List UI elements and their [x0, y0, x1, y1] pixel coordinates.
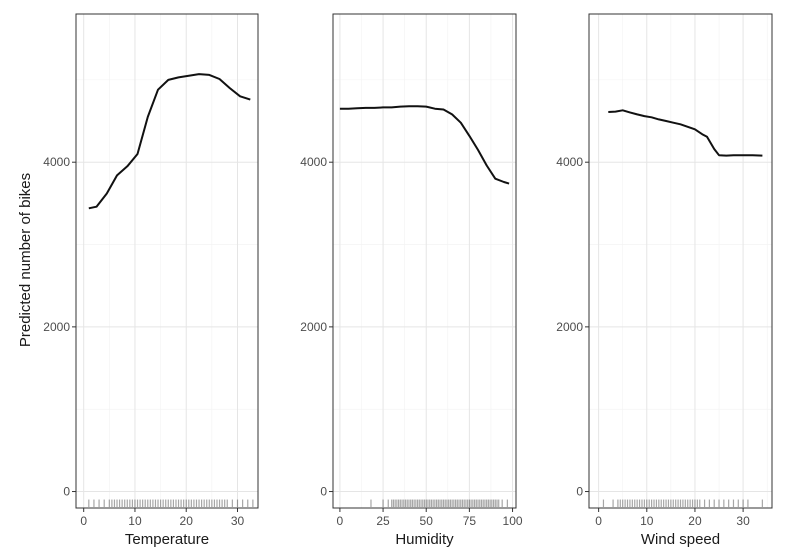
panel-border	[332, 13, 517, 509]
pdp-line	[608, 109, 763, 157]
x-axis-title: Humidity	[395, 531, 454, 548]
x-tick-label: 20	[688, 514, 702, 528]
y-tick-label: 2000	[300, 320, 327, 334]
x-tick-label: 25	[376, 514, 390, 528]
x-tick-label: 30	[231, 514, 245, 528]
y-tick-label: 2000	[556, 320, 583, 334]
x-axis-title: Temperature	[125, 531, 209, 548]
panel-background	[333, 14, 516, 508]
x-tick-label: 0	[595, 514, 602, 528]
x-tick-label: 10	[128, 514, 142, 528]
panel-background	[76, 14, 258, 508]
pdp-line	[88, 73, 251, 210]
x-tick-label: 75	[463, 514, 477, 528]
pdp-line	[339, 105, 510, 185]
panel-3: 0 2000 4000 0 10 20 30 Wind speed	[556, 13, 773, 548]
panel-2: 0 2000 4000 0 25 50 75 100 Humidity	[300, 13, 523, 548]
x-axis-title: Wind speed	[641, 531, 720, 548]
panel-background	[589, 14, 772, 508]
panel-1: 0 2000 4000 0 10 20 30 Temperature	[43, 13, 259, 548]
y-tick-label: 0	[63, 485, 70, 499]
panel-border	[75, 13, 259, 509]
y-tick-label: 0	[320, 485, 327, 499]
x-tick-label: 50	[420, 514, 434, 528]
x-tick-label: 10	[640, 514, 654, 528]
x-tick-label: 100	[503, 514, 523, 528]
y-tick-label: 0	[576, 485, 583, 499]
y-tick-label: 4000	[43, 155, 70, 169]
y-tick-label: 2000	[43, 320, 70, 334]
x-tick-label: 30	[736, 514, 750, 528]
x-tick-label: 20	[180, 514, 194, 528]
x-tick-label: 0	[80, 514, 87, 528]
x-tick-label: 0	[337, 514, 344, 528]
y-axis-title: Predicted number of bikes	[17, 173, 34, 347]
y-tick-label: 4000	[300, 155, 327, 169]
panel-border	[588, 13, 773, 509]
y-tick-label: 4000	[556, 155, 583, 169]
